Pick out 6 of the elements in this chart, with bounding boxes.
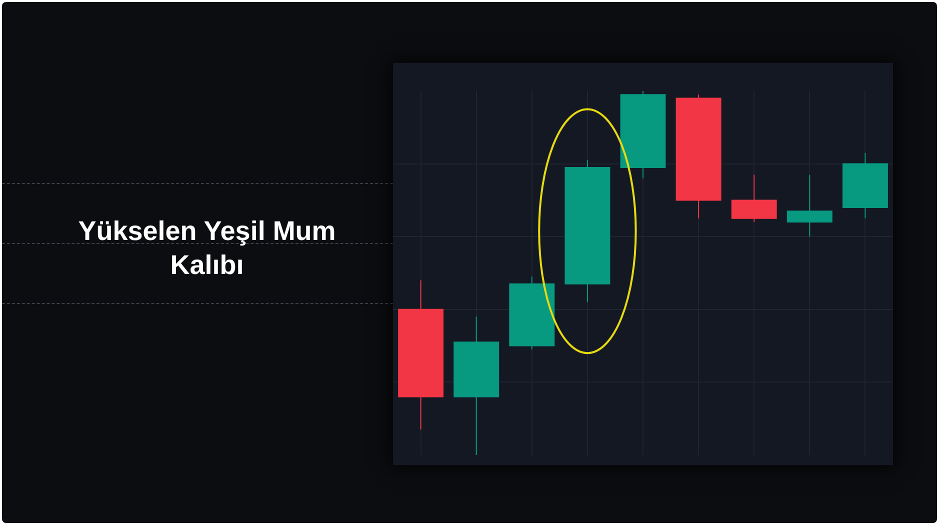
candlestick	[509, 276, 555, 350]
candlestick	[842, 152, 888, 219]
candlestick	[731, 174, 777, 223]
text: Yükselen Yeşil Mum Kalıbı	[77, 215, 337, 282]
candlestick	[786, 174, 832, 238]
candlestick	[620, 91, 666, 179]
